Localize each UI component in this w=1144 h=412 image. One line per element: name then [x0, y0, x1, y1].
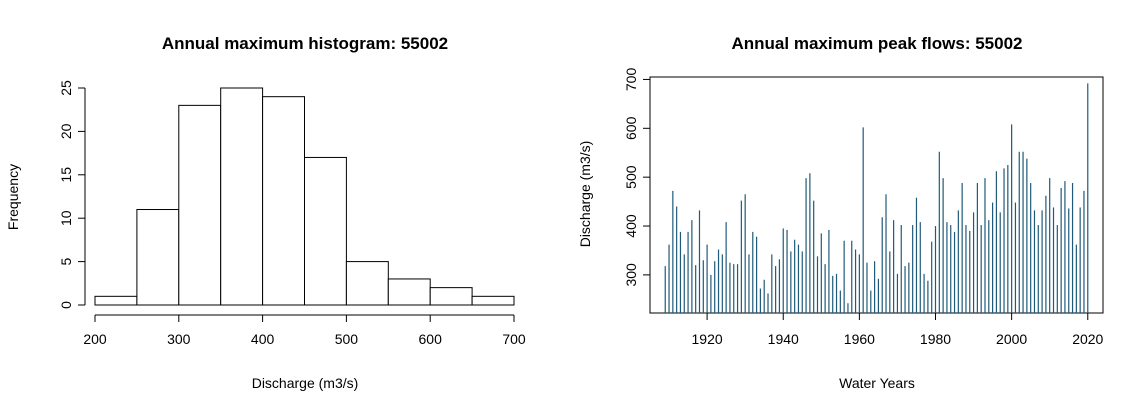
- histogram-bars: [94, 87, 515, 306]
- peakflow-x-tick-label: 1920: [692, 331, 723, 347]
- peakflow-y-tick-label: 600: [623, 116, 639, 140]
- histogram-x-tick-label: 200: [83, 331, 107, 347]
- peakflow-x-tick-label: 2000: [996, 331, 1027, 347]
- peakflow-x-tick-label: 1980: [920, 331, 951, 347]
- histogram-x-ticks: 200 300 400 500 600 700: [83, 315, 526, 347]
- histogram-y-tick-label: 25: [58, 80, 74, 96]
- histogram-x-tick-label: 600: [419, 331, 443, 347]
- histogram-bar: [387, 278, 431, 306]
- histogram-bar: [136, 209, 180, 306]
- histogram-x-tick-label: 300: [167, 331, 191, 347]
- histogram-y-tick-label: 10: [58, 210, 74, 226]
- histogram-y-tick-label: 0: [58, 301, 74, 309]
- histogram-y-tick-label: 5: [58, 257, 74, 265]
- histogram-bar: [94, 295, 138, 306]
- peakflow-y-tick-label: 700: [623, 68, 639, 92]
- peakflow-x-ticks: 1920 1940 1960 1980 2000 2020: [692, 313, 1104, 347]
- histogram-panel: Annual maximum histogram: 55002 200 300 40…: [5, 34, 526, 391]
- peakflow-y-label: Discharge (m3/s): [577, 141, 593, 248]
- histogram-x-label: Discharge (m3/s): [252, 375, 359, 391]
- peakflow-panel: Annual maximum peak flows: 55002 1920 194…: [577, 34, 1104, 391]
- peakflow-y-tick-label: 300: [623, 263, 639, 287]
- histogram-x-tick-label: 700: [502, 331, 526, 347]
- histogram-bar: [262, 96, 306, 306]
- histogram-y-ticks: 0 5 10 15 20 25: [58, 80, 85, 309]
- histogram-bar: [178, 104, 222, 306]
- peakflow-y-tick-label: 400: [623, 214, 639, 238]
- peakflow-x-tick-label: 1960: [844, 331, 875, 347]
- histogram-bar: [220, 87, 264, 306]
- peakflow-x-label: Water Years: [839, 375, 915, 391]
- histogram-y-label: Frequency: [5, 164, 21, 230]
- peakflow-x-tick-label: 1940: [768, 331, 799, 347]
- histogram-bar: [471, 295, 515, 306]
- histogram-y-tick-label: 20: [58, 123, 74, 139]
- peakflow-title: Annual maximum peak flows: 55002: [732, 34, 1023, 53]
- histogram-bar: [429, 287, 473, 306]
- histogram-y-tick-label: 15: [58, 167, 74, 183]
- peakflow-x-tick-label: 2020: [1072, 331, 1103, 347]
- histogram-bar: [304, 156, 347, 306]
- histogram-title: Annual maximum histogram: 55002: [162, 34, 448, 53]
- peakflow-y-ticks: 300 400 500 600 700: [623, 68, 650, 287]
- peakflow-plot-frame: [649, 76, 1104, 314]
- peakflow-y-tick-label: 500: [623, 165, 639, 189]
- histogram-x-tick-label: 400: [251, 331, 275, 347]
- peakflow-bars: [664, 83, 1089, 313]
- histogram-bar: [345, 261, 389, 306]
- histogram-x-tick-label: 500: [335, 331, 359, 347]
